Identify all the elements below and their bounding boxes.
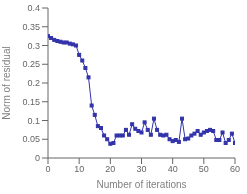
svg-text:0.15: 0.15	[22, 97, 40, 107]
svg-text:Number of iterations: Number of iterations	[96, 179, 186, 190]
svg-text:50: 50	[199, 164, 209, 174]
svg-text:0.1: 0.1	[27, 116, 40, 126]
svg-text:Norm of residual: Norm of residual	[8, 46, 12, 119]
svg-text:40: 40	[168, 164, 178, 174]
svg-text:0: 0	[45, 164, 50, 174]
svg-text:20: 20	[105, 164, 115, 174]
svg-text:60: 60	[230, 164, 239, 174]
svg-text:0.4: 0.4	[27, 3, 40, 13]
svg-text:0: 0	[35, 153, 40, 163]
svg-text:0.25: 0.25	[22, 59, 40, 69]
svg-text:0.35: 0.35	[22, 22, 40, 32]
svg-text:0.2: 0.2	[27, 78, 40, 88]
svg-text:30: 30	[136, 164, 146, 174]
svg-text:0.05: 0.05	[22, 134, 40, 144]
svg-text:0.3: 0.3	[27, 41, 40, 51]
svg-text:10: 10	[74, 164, 84, 174]
